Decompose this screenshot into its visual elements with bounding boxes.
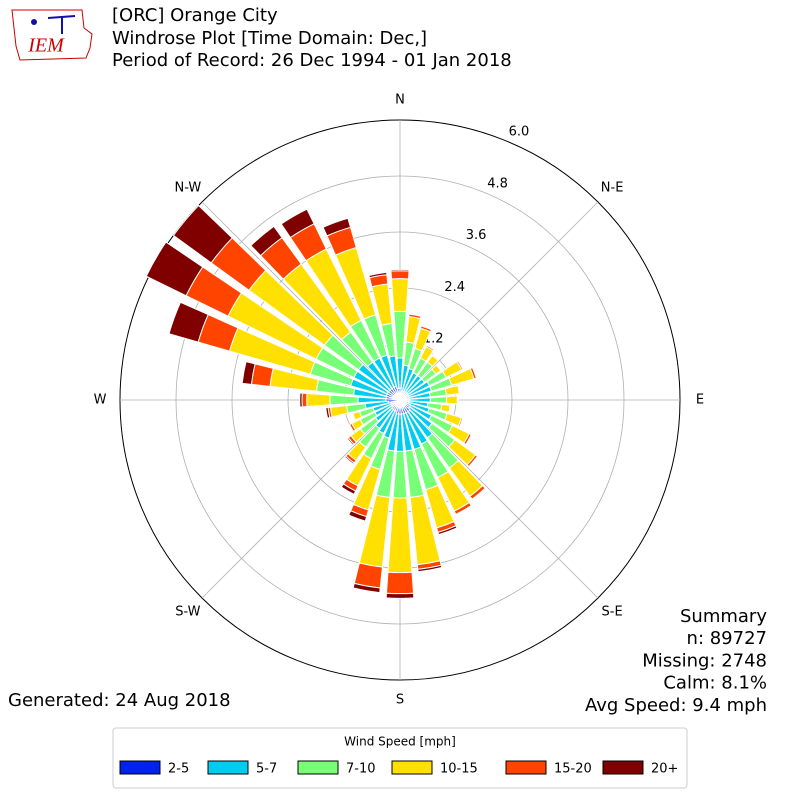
wind-wedge bbox=[299, 392, 303, 408]
legend-label: 15-20 bbox=[554, 762, 592, 777]
wind-wedge bbox=[280, 208, 315, 239]
legend-label: 5-7 bbox=[256, 762, 277, 777]
spoke-line bbox=[399, 399, 599, 599]
wind-wedge bbox=[466, 454, 479, 468]
wind-wedge bbox=[417, 564, 443, 573]
radial-tick-label: 3.6 bbox=[466, 228, 487, 243]
wind-wedge bbox=[425, 344, 435, 352]
plot-area: 1.22.43.64.86.0NN-EES-ESS-WWN-W bbox=[94, 93, 705, 708]
wind-wedge bbox=[446, 395, 458, 405]
legend-swatch bbox=[391, 760, 433, 775]
wind-wedge bbox=[448, 404, 452, 414]
wind-wedge bbox=[463, 433, 472, 446]
wind-wedge bbox=[241, 361, 256, 385]
wind-wedge bbox=[419, 325, 432, 333]
wind-wedge bbox=[344, 455, 355, 465]
wind-wedge bbox=[435, 363, 443, 372]
wind-wedge bbox=[340, 483, 357, 496]
wind-wedge bbox=[348, 510, 368, 522]
legend-label: 2-5 bbox=[168, 762, 189, 777]
wind-wedge bbox=[385, 571, 415, 595]
wind-wedge bbox=[392, 450, 408, 499]
spoke-line bbox=[201, 201, 401, 401]
summary-line: Calm: 8.1% bbox=[663, 673, 767, 694]
legend-swatch bbox=[602, 760, 644, 775]
wind-wedge bbox=[390, 270, 410, 280]
logo: IEM bbox=[11, 9, 93, 61]
legend: Wind Speed [mph] 2-5 5-7 7-10 10-15 15-20 20+ bbox=[112, 727, 688, 789]
wind-wedge bbox=[444, 384, 460, 396]
title: [ORC] Orange City bbox=[112, 5, 278, 26]
wind-wedge bbox=[469, 367, 477, 380]
legend-label: 10-15 bbox=[440, 762, 478, 777]
wind-wedge bbox=[348, 422, 357, 433]
wind-wedge bbox=[168, 301, 209, 343]
radial-tick-label: 6.0 bbox=[509, 125, 530, 140]
wind-wedge bbox=[393, 310, 407, 359]
logo-outline bbox=[11, 9, 93, 61]
radial-tick-label: 4.8 bbox=[487, 176, 508, 191]
direction-label: S-W bbox=[175, 605, 200, 620]
wind-wedge bbox=[385, 592, 415, 599]
wind-wedge bbox=[352, 582, 381, 594]
legend-swatch bbox=[207, 760, 249, 775]
wind-wedge bbox=[329, 405, 349, 418]
wind-wedge bbox=[456, 360, 464, 371]
wind-wedge bbox=[408, 313, 422, 320]
period: Period of Record: 26 Dec 1994 - 01 Jan 2… bbox=[112, 50, 512, 71]
legend-swatch bbox=[505, 760, 547, 775]
direction-label: S-E bbox=[602, 605, 623, 620]
wind-wedge bbox=[325, 407, 331, 419]
summary-line: Missing: 2748 bbox=[642, 650, 767, 671]
wind-wedge bbox=[431, 353, 440, 362]
legend-label: 7-10 bbox=[346, 762, 376, 777]
wind-wedge bbox=[306, 392, 331, 408]
wind-wedge bbox=[301, 392, 308, 408]
wind-wedge bbox=[322, 217, 352, 237]
wind-wedge bbox=[387, 497, 413, 574]
wind-wedge bbox=[455, 504, 473, 517]
spoke-line bbox=[201, 399, 401, 599]
summary-line: Avg Speed: 9.4 mph bbox=[585, 695, 767, 716]
wind-wedge bbox=[346, 436, 355, 447]
wind-wedge bbox=[456, 395, 459, 405]
legend-title: Wind Speed [mph] bbox=[344, 735, 456, 749]
radial-tick-label: 2.4 bbox=[444, 280, 465, 295]
generated-note: Generated: 24 Aug 2018 bbox=[8, 690, 231, 711]
wind-wedge bbox=[368, 271, 388, 279]
wind-wedge bbox=[352, 410, 363, 421]
legend-label: 20+ bbox=[651, 762, 678, 777]
direction-label: N-E bbox=[601, 180, 624, 195]
wind-wedge bbox=[457, 384, 461, 395]
logo-text: IEM bbox=[27, 35, 65, 57]
direction-label: W bbox=[94, 393, 107, 408]
wind-wedge bbox=[390, 268, 410, 272]
wind-wedge bbox=[250, 225, 283, 257]
summary-line: n: 89727 bbox=[687, 628, 767, 649]
direction-label: N-W bbox=[174, 180, 201, 195]
direction-label: N bbox=[395, 93, 405, 108]
summary-line: Summary bbox=[680, 606, 767, 627]
subtitle: Windrose Plot [Time Domain: Dec,] bbox=[112, 28, 427, 49]
wind-wedge bbox=[437, 525, 458, 536]
direction-label: E bbox=[696, 393, 704, 408]
wind-wedge bbox=[457, 417, 464, 428]
wind-wedge bbox=[172, 204, 233, 264]
wind-wedge bbox=[329, 394, 359, 406]
direction-label: S bbox=[396, 693, 404, 708]
wind-wedge bbox=[429, 396, 448, 404]
wind-wedge bbox=[471, 487, 487, 501]
logo-icon bbox=[31, 19, 37, 25]
wind-wedge bbox=[145, 241, 204, 297]
wind-wedge bbox=[391, 278, 409, 313]
legend-swatch bbox=[119, 760, 161, 775]
spoke-line bbox=[399, 201, 599, 401]
legend-swatch bbox=[297, 760, 339, 775]
